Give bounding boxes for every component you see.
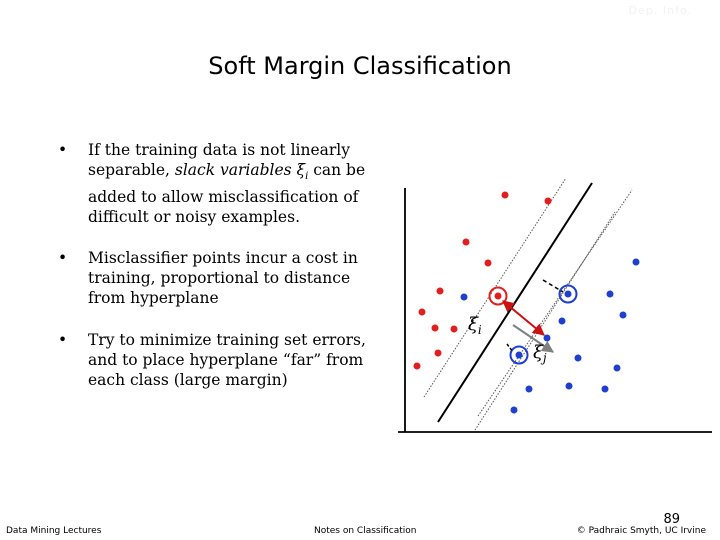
highlighted-red-point-ring <box>488 286 508 306</box>
xi-j-subscript: j <box>540 351 547 365</box>
data-point <box>525 385 533 393</box>
data-point <box>450 325 458 333</box>
xi-i-subscript: i <box>478 323 482 337</box>
margin-line-right-outer <box>477 189 633 417</box>
red-class-points <box>413 191 552 370</box>
data-point <box>606 290 614 298</box>
data-point <box>494 292 502 300</box>
data-point <box>601 385 609 393</box>
data-point <box>434 349 442 357</box>
data-point <box>462 238 470 246</box>
slack-arrow-gray <box>512 324 554 353</box>
xi-j-label: ξj <box>533 342 547 365</box>
data-point <box>515 351 523 359</box>
highlighted-blue-point-ring <box>509 345 529 365</box>
xi-i-symbol: ξ <box>468 314 479 335</box>
bullet-marker: • <box>58 331 68 349</box>
footer-copyright: © Padhraic Smyth, UC Irvine <box>576 526 706 536</box>
data-point <box>619 311 627 319</box>
bullet-text-part: If the training data is not linearly sep… <box>88 141 351 179</box>
footer-topic: Notes on Classification <box>314 526 417 536</box>
bullet-marker: • <box>58 249 68 267</box>
corner-watermark: Dep. Info. <box>628 4 692 17</box>
data-point <box>544 197 552 205</box>
data-point <box>565 382 573 390</box>
data-point <box>632 258 640 266</box>
data-point <box>431 324 439 332</box>
blue-class-points <box>460 258 640 414</box>
data-point <box>460 293 468 301</box>
bullet-text: Try to minimize training set errors, and… <box>88 331 366 389</box>
slack-distance-dash <box>542 279 564 293</box>
soft-margin-diagram: ξi ξj <box>398 177 712 433</box>
bullet-text: If the training data is not linearly sep… <box>88 140 388 227</box>
bullet-text-part: can be added to allow misclassification … <box>88 161 366 227</box>
highlighted-blue-point-ring <box>558 284 578 304</box>
data-point <box>484 259 492 267</box>
data-point <box>510 406 518 414</box>
xi-j-symbol: ξ <box>533 342 544 363</box>
bullet-text: Misclassifier points incur a cost in tra… <box>88 249 358 307</box>
data-point <box>564 290 572 298</box>
data-point <box>543 334 551 342</box>
margin-line-right-inner <box>474 211 616 431</box>
xi-i-label: ξi <box>468 314 482 337</box>
data-point <box>613 364 621 372</box>
data-point <box>501 191 509 199</box>
footer-course: Data Mining Lectures <box>6 526 102 536</box>
data-point <box>436 287 444 295</box>
slack-distance-dash <box>506 343 514 353</box>
data-point <box>558 317 566 325</box>
slide-title: Soft Margin Classification <box>208 52 512 80</box>
data-point <box>418 308 426 316</box>
slack-variables-subscript: i <box>305 171 309 183</box>
bullet-marker: • <box>58 141 68 159</box>
page-number: 89 <box>663 512 680 527</box>
slack-variables-term: slack variables ξ <box>174 161 306 179</box>
data-point <box>574 354 582 362</box>
slack-arrow-red <box>502 300 545 336</box>
data-point <box>413 362 421 370</box>
